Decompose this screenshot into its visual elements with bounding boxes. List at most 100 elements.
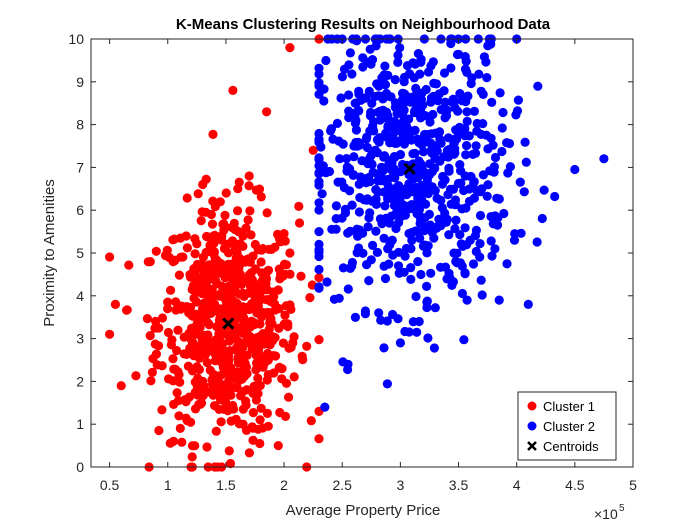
- y-tick-label: 1: [76, 416, 84, 432]
- cluster-2-point: [477, 290, 487, 300]
- cluster-1-point: [275, 237, 286, 247]
- cluster-2-point: [475, 239, 485, 249]
- cluster-1-point: [180, 395, 190, 405]
- cluster-2-point: [314, 128, 324, 139]
- cluster-1-point: [224, 261, 234, 271]
- cluster-2-point: [329, 294, 339, 304]
- cluster-1-point: [217, 358, 227, 368]
- cluster-2-point: [339, 183, 349, 193]
- cluster-2-point: [326, 124, 336, 134]
- cluster-1-point: [163, 297, 173, 307]
- cluster-2-point: [471, 225, 481, 235]
- cluster-1-point: [255, 438, 265, 449]
- y-tick-label: 6: [76, 202, 84, 218]
- cluster-2-point: [351, 98, 361, 108]
- cluster-2-point: [476, 86, 486, 96]
- cluster-1-point: [255, 380, 265, 391]
- cluster-2-point: [417, 88, 427, 98]
- cluster-1-point: [235, 271, 245, 281]
- cluster-1-point: [198, 345, 208, 355]
- cluster-2-point: [377, 173, 387, 183]
- cluster-1-point: [105, 329, 115, 339]
- cluster-2-point: [380, 273, 391, 284]
- cluster-1-point: [240, 319, 250, 329]
- cluster-1-point: [157, 313, 168, 323]
- cluster-1-point: [225, 458, 236, 469]
- x-tick-label: 3: [396, 477, 404, 493]
- cluster-1-point: [228, 400, 238, 411]
- cluster-2-point: [459, 335, 469, 345]
- cluster-2-point: [314, 227, 324, 237]
- cluster-1-point: [314, 335, 324, 345]
- cluster-1-point: [284, 392, 294, 402]
- cluster-2-point: [512, 106, 523, 116]
- cluster-2-point: [314, 198, 324, 208]
- cluster-2-point: [455, 258, 465, 268]
- cluster-2-point: [371, 226, 381, 236]
- y-tick-label: 10: [68, 31, 84, 47]
- cluster-2-point: [519, 187, 529, 197]
- cluster-1-point: [285, 248, 295, 258]
- cluster-2-point: [471, 141, 481, 151]
- cluster-1-point: [262, 208, 272, 218]
- cluster-1-point: [250, 239, 260, 250]
- cluster-2-point: [322, 277, 332, 287]
- cluster-1-point: [263, 355, 273, 365]
- cluster-2-point: [411, 182, 421, 193]
- cluster-2-point: [436, 105, 446, 115]
- cluster-1-point: [193, 189, 203, 199]
- cluster-2-point: [349, 141, 359, 151]
- cluster-2-point: [471, 246, 481, 257]
- cluster-1-point: [150, 323, 160, 333]
- cluster-2-point: [422, 248, 432, 258]
- cluster-2-point: [472, 126, 482, 136]
- cluster-1-point: [191, 277, 201, 287]
- cluster-2-point: [364, 276, 374, 286]
- cluster-1-point: [214, 315, 224, 325]
- cluster-1-point: [205, 365, 215, 375]
- cluster-1-point: [151, 316, 161, 326]
- cluster-1-point: [173, 367, 183, 377]
- cluster-2-point: [314, 177, 324, 187]
- cluster-2-point: [340, 208, 351, 218]
- cluster-2-point: [358, 228, 368, 238]
- cluster-2-point: [391, 223, 401, 234]
- cluster-1-point: [245, 206, 255, 216]
- cluster-1-point: [175, 423, 185, 433]
- cluster-1-point: [202, 442, 212, 452]
- cluster-2-point: [420, 111, 430, 121]
- y-tick-label: 0: [76, 459, 84, 475]
- cluster-1-point: [261, 339, 272, 349]
- cluster-1-point: [274, 362, 285, 372]
- cluster-1-point: [215, 332, 225, 342]
- cluster-2-point: [320, 402, 330, 412]
- cluster-1-point: [283, 319, 293, 329]
- x-tick-label: 1.5: [216, 477, 236, 493]
- cluster-2-point: [338, 139, 348, 149]
- cluster-2-point: [383, 111, 393, 121]
- legend-label-cluster-2: Cluster 2: [543, 419, 595, 434]
- cluster-2-point: [317, 189, 327, 199]
- cluster-2-point: [331, 224, 341, 234]
- cluster-2-point: [521, 157, 531, 167]
- cluster-1-point: [215, 262, 225, 272]
- cluster-1-point: [206, 299, 216, 309]
- cluster-2-point: [436, 195, 446, 205]
- cluster-2-point: [314, 282, 324, 292]
- cluster-2-point: [431, 79, 441, 89]
- cluster-1-point: [147, 367, 157, 377]
- cluster-1-point: [256, 257, 266, 267]
- cluster-2-point: [391, 210, 401, 220]
- cluster-2-point: [419, 182, 429, 193]
- cluster-2-point: [425, 117, 435, 127]
- cluster-2-point: [477, 184, 487, 194]
- cluster-1-point: [204, 320, 214, 330]
- cluster-1-point: [189, 293, 199, 303]
- cluster-2-point: [391, 138, 402, 148]
- cluster-1-point: [148, 354, 158, 364]
- cluster-2-point: [395, 43, 405, 53]
- x-tick-label: 5: [629, 477, 637, 493]
- cluster-1-point: [199, 387, 209, 397]
- cluster-2-point: [385, 240, 395, 250]
